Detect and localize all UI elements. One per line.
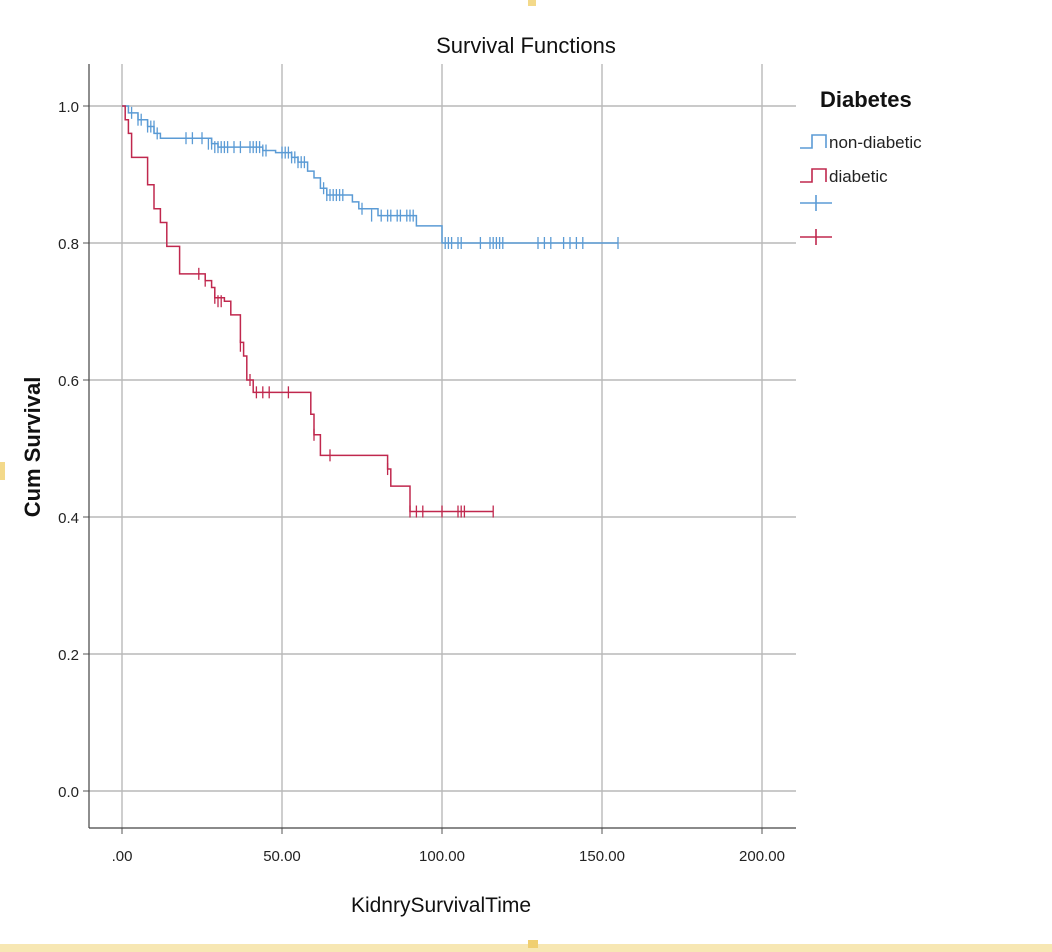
axes: 0.0 0.2 0.4 0.6 0.8 1.0 .00 50.00 100.00 150.00 20…	[58, 64, 796, 865]
legend-step-symbol	[800, 134, 827, 149]
grid	[89, 64, 796, 828]
legend-title: Diabetes	[820, 87, 912, 112]
censor-marks	[130, 106, 619, 518]
frame-mark-bottom	[528, 940, 538, 948]
series-lines	[122, 105, 618, 513]
x-tick-label: .00	[112, 848, 133, 865]
x-axis-label: KidnrySurvivalTime	[351, 894, 531, 917]
y-tick-label: 1.0	[58, 99, 79, 116]
y-tick-label: 0.8	[58, 236, 79, 253]
y-tick-label: 0.2	[58, 647, 79, 664]
legend-entry-label: diabetic	[829, 167, 888, 186]
frame-border-bottom	[0, 944, 1052, 952]
frame-mark-left	[0, 462, 5, 480]
legend: Diabetes non-diabetic diabetic	[800, 87, 922, 245]
legend-step-symbol	[800, 168, 827, 183]
x-tick-label: 150.00	[579, 848, 625, 865]
y-axis-label: Cum Survival	[20, 377, 45, 518]
legend-entry-label: non-diabetic	[829, 133, 922, 152]
x-tick-label: 200.00	[739, 848, 785, 865]
y-tick-label: 0.4	[58, 510, 79, 527]
series-line-diabetic	[122, 105, 494, 513]
y-tick-label: 0.6	[58, 373, 79, 390]
x-tick-label: 50.00	[263, 848, 301, 865]
series-line-non-diabetic	[122, 105, 618, 244]
y-tick-label: 0.0	[58, 784, 79, 801]
frame-mark-top	[528, 0, 536, 6]
chart-title: Survival Functions	[436, 33, 616, 58]
x-tick-label: 100.00	[419, 848, 465, 865]
